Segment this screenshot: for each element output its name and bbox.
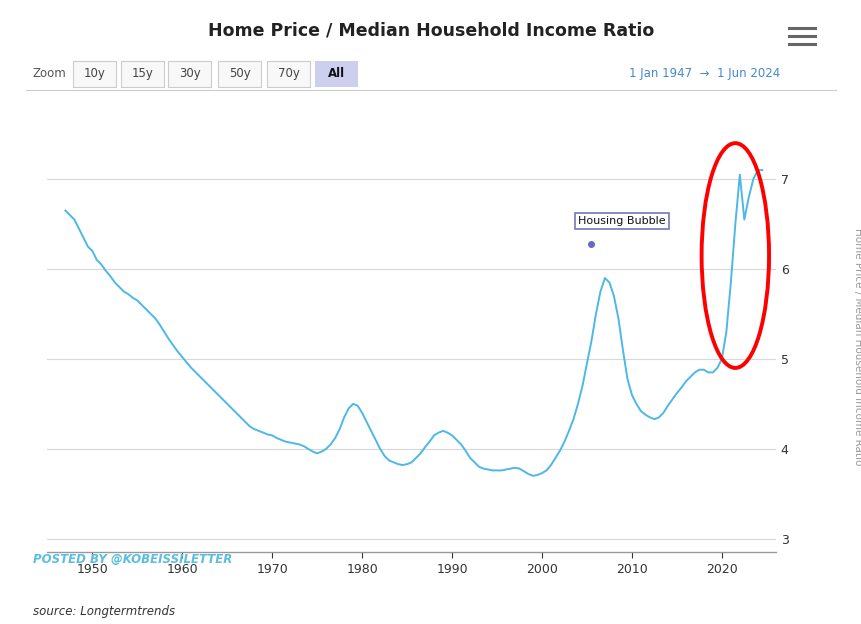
Text: POSTED BY @KOBEISSILETTER: POSTED BY @KOBEISSILETTER — [33, 553, 232, 566]
Text: 10y: 10y — [84, 67, 106, 80]
Text: 50y: 50y — [228, 67, 251, 80]
Text: 70y: 70y — [277, 67, 300, 80]
Text: Home Price / Median Household Income Ratio: Home Price / Median Household Income Rat… — [852, 228, 861, 465]
Text: 15y: 15y — [131, 67, 153, 80]
Text: Housing Bubble: Housing Bubble — [577, 216, 665, 226]
Text: 30y: 30y — [178, 67, 201, 80]
Text: All: All — [327, 67, 344, 80]
Text: source: Longtermtrends: source: Longtermtrends — [33, 605, 175, 618]
Text: 1 Jan 1947  →  1 Jun 2024: 1 Jan 1947 → 1 Jun 2024 — [629, 67, 779, 80]
Text: Zoom: Zoom — [33, 67, 66, 80]
Text: Home Price / Median Household Income Ratio: Home Price / Median Household Income Rat… — [208, 22, 653, 40]
